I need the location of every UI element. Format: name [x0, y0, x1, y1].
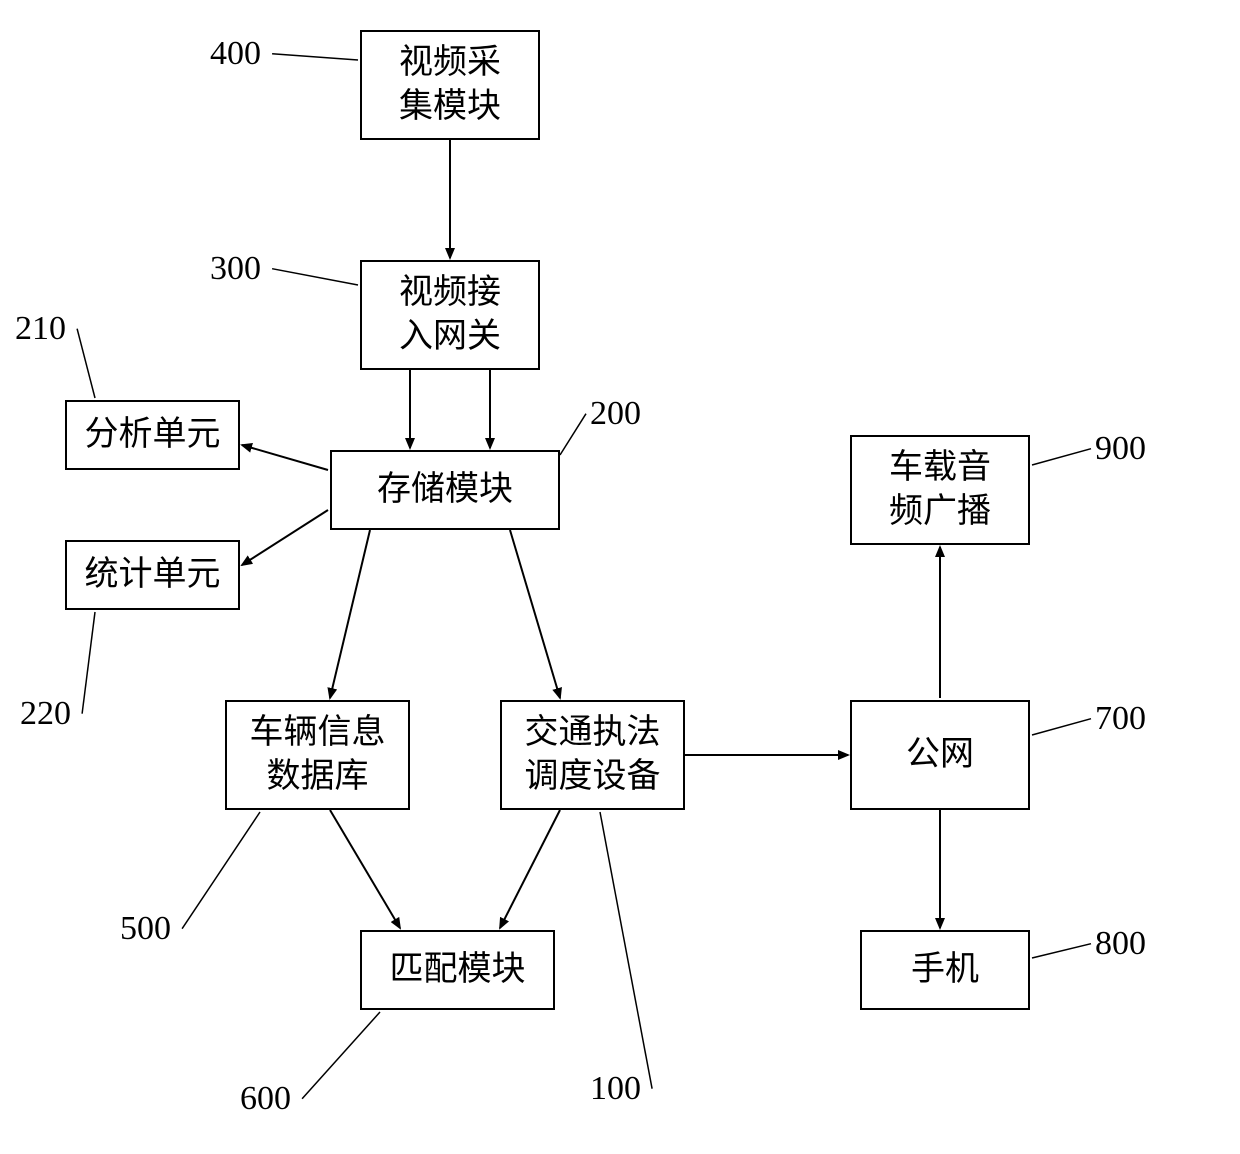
edge-arrow [510, 530, 560, 698]
node-label: 车载音 频广播 [889, 446, 991, 534]
leader-line [82, 612, 95, 714]
ref-label-text: 200 [590, 395, 641, 432]
node-label: 分析单元 [85, 413, 221, 457]
ref-label-800: 800 [1095, 925, 1146, 963]
leader-line [1032, 719, 1091, 735]
ref-label-700: 700 [1095, 700, 1146, 738]
ref-label-text: 100 [590, 1070, 641, 1107]
node-label: 存储模块 [377, 468, 513, 512]
node-label: 匹配模块 [390, 948, 526, 992]
ref-label-210: 210 [15, 310, 66, 348]
node-label: 视频接 入网关 [399, 271, 501, 359]
ref-label-900: 900 [1095, 430, 1146, 468]
node-label: 交通执法 调度设备 [525, 711, 661, 799]
ref-label-text: 400 [210, 35, 261, 72]
leader-line [1032, 449, 1091, 465]
node-label: 视频采 集模块 [399, 41, 501, 129]
leader-line [77, 329, 95, 398]
node-n220: 统计单元 [65, 540, 240, 610]
ref-label-220: 220 [20, 695, 71, 733]
node-n400: 视频采 集模块 [360, 30, 540, 140]
edge-arrow [242, 510, 328, 565]
node-label: 手机 [911, 948, 979, 992]
node-label: 车辆信息 数据库 [250, 711, 386, 799]
node-label: 统计单元 [85, 553, 221, 597]
node-n100: 交通执法 调度设备 [500, 700, 685, 810]
leader-line [272, 54, 358, 60]
node-n300: 视频接 入网关 [360, 260, 540, 370]
ref-label-text: 600 [240, 1080, 291, 1117]
leader-line [560, 414, 586, 455]
ref-label-500: 500 [120, 910, 171, 948]
node-n500: 车辆信息 数据库 [225, 700, 410, 810]
node-n210: 分析单元 [65, 400, 240, 470]
edge-arrow [330, 810, 400, 928]
ref-label-400: 400 [210, 35, 261, 73]
ref-label-200: 200 [590, 395, 641, 433]
edge-arrow [330, 530, 370, 698]
ref-label-text: 800 [1095, 925, 1146, 962]
ref-label-text: 210 [15, 310, 66, 347]
node-n200: 存储模块 [330, 450, 560, 530]
ref-label-text: 220 [20, 695, 71, 732]
ref-label-text: 900 [1095, 430, 1146, 467]
node-n700: 公网 [850, 700, 1030, 810]
node-n800: 手机 [860, 930, 1030, 1010]
node-n900: 车载音 频广播 [850, 435, 1030, 545]
leader-line [1032, 944, 1091, 958]
edge-arrow [500, 810, 560, 928]
leader-line [302, 1012, 380, 1099]
ref-label-text: 700 [1095, 700, 1146, 737]
ref-label-text: 300 [210, 250, 261, 287]
edge-arrow [242, 445, 328, 470]
ref-label-300: 300 [210, 250, 261, 288]
node-n600: 匹配模块 [360, 930, 555, 1010]
ref-label-100: 100 [590, 1070, 641, 1108]
node-label: 公网 [906, 733, 974, 777]
ref-label-600: 600 [240, 1080, 291, 1118]
ref-label-text: 500 [120, 910, 171, 947]
leader-line [182, 812, 260, 929]
leader-line [600, 812, 652, 1089]
leader-line [272, 269, 358, 285]
